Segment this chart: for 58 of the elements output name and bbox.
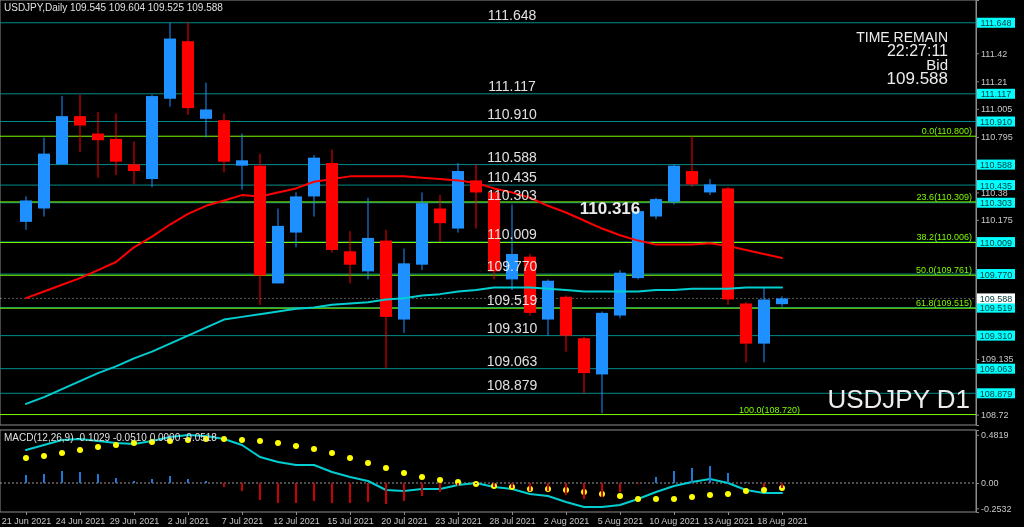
x-tick-label: 29 Jun 2021 <box>109 516 160 527</box>
x-tick-label: 21 Jun 2021 <box>1 516 52 527</box>
text: 110.435 <box>980 180 1012 191</box>
text: 110.588 <box>980 160 1012 171</box>
ref-line-label: 100.0(108.720) <box>738 404 800 415</box>
text: USDJPY D1 <box>827 384 970 414</box>
x-tick-label: 10 Aug 2021 <box>649 516 700 527</box>
annotation: 110.316 <box>579 199 641 218</box>
y-tick-label: 110.795 <box>981 132 1013 143</box>
y-tick-label: 111.42 <box>981 48 1008 59</box>
ref-line-label: 61.8(109.515) <box>915 298 972 309</box>
text: 109.310 <box>979 331 1013 342</box>
ref-line-label: 23.6(110.309) <box>916 191 972 202</box>
y-tick-label: -0.2532 <box>981 503 1012 514</box>
x-tick-label: 2 Aug 2021 <box>543 516 590 527</box>
x-tick-label: 28 Jul 2021 <box>489 516 536 527</box>
text: TIME REMAIN <box>856 29 948 45</box>
ref-line-label: 111.117 <box>488 77 536 94</box>
chart-title: USDJPY,Daily 109.545 109.604 109.525 109.588 <box>4 2 224 13</box>
text: 110.910 <box>980 117 1012 128</box>
x-tick-label: 23 Jul 2021 <box>435 516 482 527</box>
ref-line-label: 110.910 <box>487 105 537 122</box>
ref-line-label: 110.435 <box>487 169 537 186</box>
x-tick-label: 7 Jul 2021 <box>221 516 264 527</box>
y-tick-label: 0.00 <box>981 478 999 489</box>
ref-line-label: 110.588 <box>487 148 537 165</box>
ref-line-label: 38.2(110.006) <box>916 232 972 243</box>
ref-line-label: 50.0(109.761) <box>915 265 972 276</box>
x-tick-label: 12 Jul 2021 <box>273 516 320 527</box>
x-tick-label: 15 Jul 2021 <box>327 516 374 527</box>
y-tick-label: 0.4819 <box>981 430 1009 441</box>
ref-line-label: 109.063 <box>486 352 538 369</box>
ref-line-label: 109.588 <box>979 293 1013 304</box>
text: 109.770 <box>979 269 1013 280</box>
y-tick-label: 111.21 <box>981 76 1008 87</box>
x-tick-label: 24 Jun 2021 <box>55 516 106 527</box>
ref-line-label: 109.770 <box>486 258 538 275</box>
text: 110.303 <box>980 198 1012 209</box>
ref-line-label: 108.879 <box>486 377 538 394</box>
text: 109.063 <box>979 364 1013 375</box>
y-tick-label: 111.005 <box>981 104 1013 115</box>
x-tick-label: 18 Aug 2021 <box>757 516 808 527</box>
y-tick-label: 109.135 <box>981 354 1014 365</box>
y-tick-label: 108.72 <box>981 409 1009 420</box>
text: 109.519 <box>979 303 1013 314</box>
x-tick-label: 13 Aug 2021 <box>703 516 754 527</box>
text: 108.879 <box>979 388 1013 399</box>
x-tick-label: 20 Jul 2021 <box>381 516 428 527</box>
y-tick-label: 110.175 <box>981 215 1013 226</box>
ref-line-label: 109.310 <box>486 319 538 336</box>
text: 111.648 <box>980 18 1012 29</box>
x-tick-label: 5 Aug 2021 <box>597 516 644 527</box>
x-tick-label: 2 Jul 2021 <box>167 516 210 527</box>
ref-line-label: 111.648 <box>487 6 537 23</box>
ref-line-label: 0.0(110.800) <box>921 126 972 137</box>
text: 111.117 <box>980 89 1012 100</box>
text: 22:27:11 <box>886 42 949 59</box>
text: 110.009 <box>980 237 1012 248</box>
